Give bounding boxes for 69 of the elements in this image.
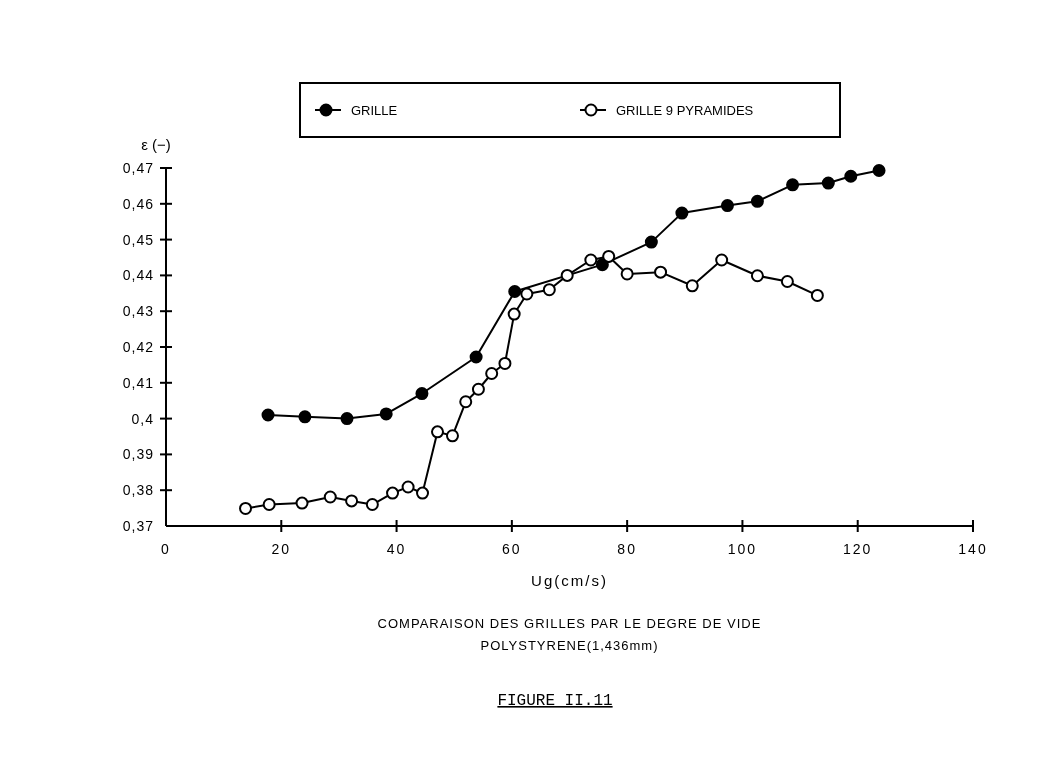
y-tick-label: 0,4: [131, 410, 154, 427]
point: [239, 501, 253, 515]
x-tick-label: 40: [386, 541, 407, 557]
point: [401, 480, 415, 494]
legend-label: GRILLE: [351, 103, 398, 118]
point: [844, 169, 858, 183]
point: [323, 490, 337, 504]
x-tick-label: 120: [843, 541, 873, 557]
point: [386, 486, 400, 500]
text: POLYSTYRENE(1,436mm): [480, 638, 659, 653]
point: [750, 194, 764, 208]
point: [872, 164, 886, 178]
x-axis-title: Ug(cm/s): [531, 572, 608, 589]
y-tick-label: 0,46: [122, 195, 154, 212]
point: [654, 265, 668, 279]
point: [295, 496, 309, 510]
point: [520, 287, 534, 301]
point: [560, 268, 574, 282]
y-tick-label: 0,44: [122, 267, 154, 284]
point: [584, 253, 598, 267]
point: [459, 395, 473, 409]
point: [715, 253, 729, 267]
point: [345, 494, 359, 508]
point: [431, 425, 444, 439]
point: [810, 288, 824, 302]
point: [602, 249, 616, 263]
y-tick-label: 0,47: [122, 160, 154, 176]
point: [340, 412, 354, 426]
text: FIGURE II.11: [497, 692, 613, 710]
point: [485, 366, 499, 380]
point: [469, 350, 483, 364]
legend-label: GRILLE 9 PYRAMIDES: [616, 103, 754, 118]
y-tick-label: 0,43: [122, 303, 154, 320]
point: [262, 498, 276, 512]
point: [685, 279, 699, 293]
point: [471, 382, 485, 396]
point: [780, 274, 794, 288]
point: [445, 429, 459, 443]
x-tick-label: 20: [271, 541, 292, 557]
point: [415, 387, 429, 401]
y-tick-label: 0,41: [122, 374, 154, 391]
x-tick-label: 140: [958, 541, 988, 557]
point: [379, 407, 393, 421]
point: [416, 486, 430, 500]
x-tick-label: 100: [727, 541, 758, 557]
x-tick-label: 0: [161, 541, 171, 557]
point: [786, 178, 800, 192]
point: [620, 267, 634, 281]
y-axis-title: ε (−): [141, 136, 171, 153]
point: [675, 206, 689, 220]
point: [821, 176, 835, 190]
text: COMPARAISON DES GRILLES PAR LE DEGRE DE VIDE: [377, 616, 762, 631]
point: [498, 356, 512, 370]
y-tick-label: 0,39: [122, 446, 154, 463]
point: [542, 283, 556, 297]
point: [507, 307, 521, 321]
x-tick-label: 80: [617, 541, 637, 557]
y-tick-label: 0,42: [122, 339, 154, 355]
y-tick-label: 0,38: [122, 482, 154, 499]
point: [720, 199, 734, 213]
point: [644, 235, 658, 249]
x-tick-label: 60: [502, 541, 522, 557]
point: [261, 408, 275, 422]
point: [750, 269, 764, 283]
y-tick-label: 0,45: [122, 231, 154, 248]
point: [508, 285, 522, 299]
point: [365, 498, 379, 512]
point: [298, 410, 312, 424]
y-tick-label: 0,37: [122, 518, 154, 534]
